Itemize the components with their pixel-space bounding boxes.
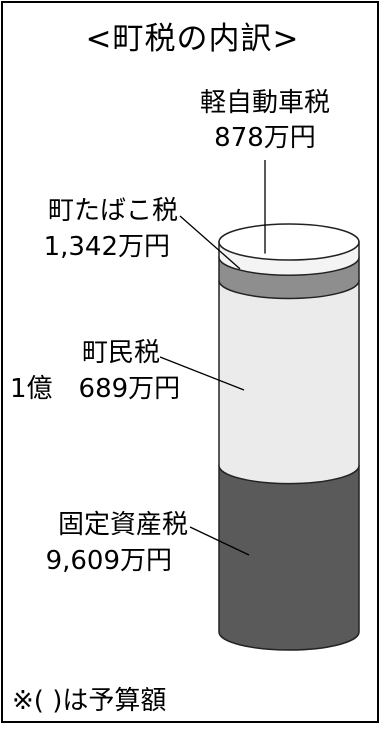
label-tabako-name: 町たばこ税 <box>47 196 178 226</box>
label-keijidosha-value: 878万円 <box>214 123 316 153</box>
leader-line-kotei <box>189 526 250 556</box>
footnote: ※( )は予算額 <box>12 686 167 716</box>
cylinder-top-cap <box>218 223 360 261</box>
label-kotei-name: 固定資産税 <box>57 510 188 540</box>
label-keijidosha-name: 軽自動車税 <box>199 88 330 118</box>
chart-frame <box>1 1 379 723</box>
leader-line-tabako <box>179 215 241 270</box>
chart-title: <町税の内訳> <box>85 21 300 57</box>
cylinder-segment-chomin <box>218 279 360 485</box>
leader-line-chomin <box>159 356 245 391</box>
label-chomin-name: 町民税 <box>81 338 160 368</box>
cylinder-segment-kotei <box>218 464 360 651</box>
label-chomin-value: 1億 689万円 <box>10 374 181 404</box>
label-tabako-value: 1,342万円 <box>43 232 170 262</box>
label-kotei-value: 9,609万円 <box>45 546 172 576</box>
